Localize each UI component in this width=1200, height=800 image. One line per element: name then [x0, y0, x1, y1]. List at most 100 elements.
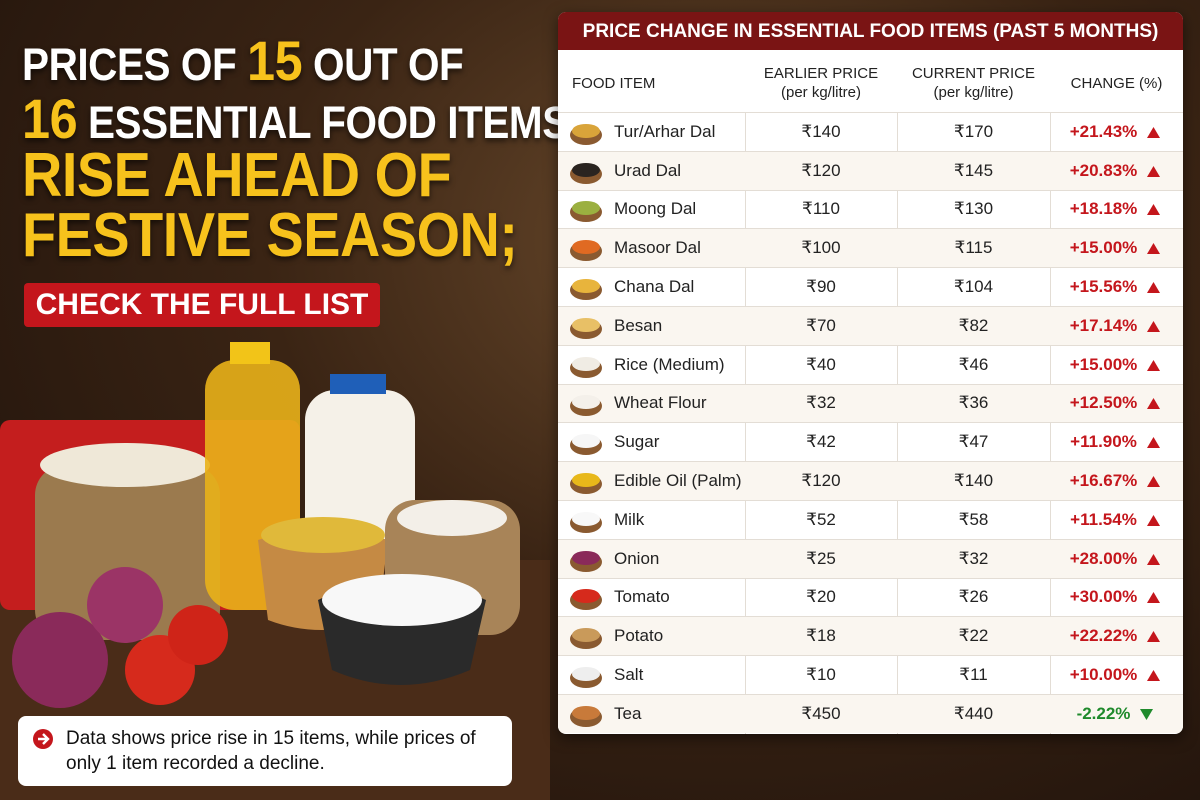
- change-cell: +11.90%: [1050, 423, 1183, 461]
- change-value: +11.54%: [1070, 509, 1137, 529]
- item-cell: Onion: [558, 540, 745, 578]
- change-cell: +15.56%: [1050, 268, 1183, 306]
- price-cell: ₹22: [958, 626, 989, 646]
- item-cell: Tomato: [558, 579, 745, 617]
- up-arrow: [1146, 514, 1160, 526]
- jug-cap: [330, 374, 386, 394]
- up-arrow: [1147, 670, 1161, 682]
- price-cell: ₹110: [802, 199, 840, 219]
- column-header: CHANGE (%): [1050, 50, 1183, 112]
- price-cell: ₹440: [953, 703, 994, 723]
- sack: [35, 465, 220, 640]
- price-cell: ₹18: [806, 626, 836, 646]
- food-icon: [570, 511, 602, 533]
- change-value: +11.90%: [1070, 432, 1137, 452]
- item-cell: Urad Dal: [558, 152, 745, 190]
- item-name: Wheat Flour: [614, 393, 707, 413]
- table-row: Besan ₹70 ₹82 +17.14%: [558, 306, 1183, 345]
- rice: [40, 443, 210, 487]
- price-cell: ₹140: [801, 121, 841, 141]
- note-box: Data shows price rise in 15 items, while…: [18, 716, 512, 786]
- item-cell: Tur/Arhar Dal: [558, 113, 745, 151]
- sugar: [322, 574, 482, 626]
- item-name: Urad Dal: [614, 160, 682, 180]
- food-illustration: [0, 342, 550, 800]
- price-cell: ₹170: [953, 121, 994, 141]
- food-icon: [570, 123, 602, 145]
- item-cell: Milk: [558, 501, 745, 539]
- headline-text: PRICES OF: [22, 39, 248, 90]
- change-value: +15.56%: [1069, 277, 1138, 297]
- price-cell: ₹25: [806, 548, 836, 568]
- price-cell: ₹10: [806, 665, 836, 685]
- table-row: Moong Dal ₹110 ₹130 +18.18%: [558, 189, 1183, 229]
- item-cell: Tea: [558, 695, 745, 733]
- price-cell: ₹120: [801, 160, 841, 180]
- change-value: +30.00%: [1069, 587, 1138, 607]
- change-value: +15.00%: [1069, 238, 1138, 258]
- item-name: Besan: [614, 315, 663, 335]
- headline-line-4: FESTIVE SEASON;: [22, 201, 518, 270]
- headline-line-3: RISE AHEAD OF: [22, 141, 452, 210]
- header-label: CHANGE (%): [1070, 75, 1163, 92]
- headline-text: OUT OF: [302, 39, 464, 90]
- change-cell: +15.00%: [1050, 346, 1183, 384]
- tomato: [168, 605, 228, 665]
- flour: [397, 500, 507, 536]
- price-cell: ₹36: [958, 393, 989, 413]
- change-cell: +20.83%: [1050, 152, 1183, 190]
- price-cell: ₹11: [959, 665, 988, 685]
- food-icon: [570, 240, 602, 262]
- food-icon: [570, 395, 602, 417]
- change-value: +16.67%: [1069, 471, 1138, 491]
- table-row: Chana Dal ₹90 ₹104 +15.56%: [558, 267, 1183, 306]
- header-label: FOOD ITEM: [572, 75, 656, 92]
- item-name: Tea: [614, 703, 642, 723]
- column-header: FOOD ITEM: [558, 50, 745, 112]
- table-title: PRICE CHANGE IN ESSENTIAL FOOD ITEMS (PA…: [558, 12, 1183, 50]
- change-cell: +16.67%: [1050, 462, 1183, 500]
- item-cell: Potato: [558, 617, 745, 655]
- price-cell: ₹115: [954, 238, 993, 258]
- note-icon: [33, 729, 53, 749]
- change-cell: +10.00%: [1050, 656, 1183, 694]
- item-name: Onion: [614, 548, 660, 568]
- price-cell: ₹145: [953, 160, 994, 180]
- table-row: Potato ₹18 ₹22 +22.22%: [558, 616, 1183, 656]
- change-value: +22.22%: [1069, 626, 1138, 646]
- food-icon: [570, 356, 602, 378]
- item-name: Potato: [614, 626, 664, 646]
- table-row: Tomato ₹20 ₹26 +30.00%: [558, 577, 1183, 617]
- price-table: PRICE CHANGE IN ESSENTIAL FOOD ITEMS (PA…: [558, 12, 1183, 734]
- item-name: Rice (Medium): [614, 354, 725, 374]
- item-cell: Sugar: [558, 423, 745, 461]
- headline-line-1: PRICES OF 15 OUT OF: [22, 28, 464, 93]
- price-cell: ₹130: [953, 199, 994, 219]
- price-cell: ₹58: [958, 509, 989, 529]
- table-row: Milk ₹52 ₹58 +11.54%: [558, 500, 1183, 539]
- food-icon: [570, 473, 602, 495]
- food-icon: [570, 279, 602, 301]
- table-row: Onion ₹25 ₹32 +28.00%: [558, 538, 1183, 578]
- change-cell: +30.00%: [1050, 579, 1183, 617]
- table-row: Edible Oil (Palm) ₹120 ₹140 +16.67%: [558, 461, 1183, 500]
- change-cell: +15.00%: [1050, 229, 1183, 267]
- table-row: Urad Dal ₹120 ₹145 +20.83%: [558, 150, 1183, 190]
- item-cell: Salt: [558, 656, 745, 694]
- header-label: EARLIER PRICE: [763, 65, 879, 82]
- table-row: Salt ₹10 ₹11 +10.00%: [558, 655, 1183, 694]
- up-arrow: [1147, 126, 1161, 138]
- change-value: +20.83%: [1069, 160, 1138, 180]
- price-cell: ₹47: [958, 432, 989, 452]
- price-cell: ₹70: [806, 315, 836, 335]
- item-cell: Masoor Dal: [558, 229, 745, 267]
- bottle-cap: [230, 342, 270, 364]
- item-cell: Besan: [558, 307, 745, 345]
- price-cell: ₹42: [806, 432, 836, 452]
- headline-number: 16: [22, 87, 78, 150]
- change-value: +18.18%: [1069, 199, 1138, 219]
- price-cell: ₹40: [806, 354, 836, 374]
- price-cell: ₹90: [806, 277, 836, 297]
- food-icon: [570, 628, 602, 650]
- down-arrow: [1140, 708, 1154, 720]
